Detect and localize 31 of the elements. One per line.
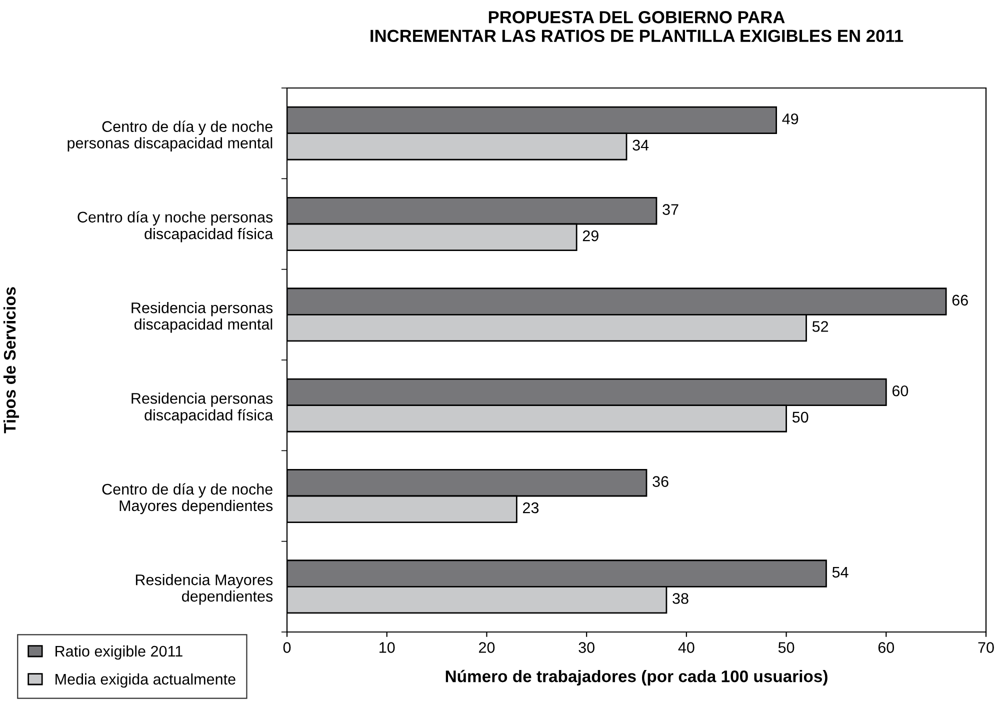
data-label: 52 (812, 321, 828, 332)
x-tick-label: 40 (678, 642, 694, 653)
y-tick-label: Centro día y noche personas discapacidad física (78, 211, 274, 242)
data-label: 49 (782, 113, 798, 124)
y-tick-label: Centro de día y de noche Mayores dependientes (102, 483, 273, 514)
x-tick-label: 50 (778, 642, 794, 653)
data-label: 60 (892, 385, 908, 396)
x-tick-label: 20 (478, 642, 495, 653)
x-tick-label: 60 (878, 642, 894, 653)
data-label: 36 (652, 476, 668, 487)
data-label: 29 (582, 230, 598, 242)
y-tick-label: Centro de día y de noche personas discapacidad mental (68, 120, 272, 152)
x-tick-label: 0 (283, 642, 291, 653)
data-label: 50 (792, 412, 808, 423)
data-label: 37 (662, 204, 678, 215)
data-label: 66 (952, 294, 968, 306)
y-tick-label: Residencia personas discapacidad física (132, 392, 274, 424)
data-label: 23 (522, 502, 539, 514)
y-axis-title: Tipos de Servicios (3, 287, 19, 434)
chart-title: PROPUESTA DEL GOBIERNO PARA INCREMENTAR LAS RATIOS DE PLANTILLA EXIGIBLES EN 2011 (370, 11, 904, 42)
legend-label: Ratio exigible 2011 (56, 645, 182, 660)
data-label: 38 (672, 593, 688, 604)
x-axis-title: Número de trabajadores (por cada 100 usuarios) (446, 670, 828, 686)
x-tick-label: 70 (978, 642, 994, 653)
y-tick-label: Residencia personas discapacidad mental (132, 302, 273, 333)
data-label: 54 (832, 566, 848, 578)
x-tick-label: 30 (578, 642, 594, 653)
data-label: 34 (632, 140, 649, 151)
legend-label: Media exigida actualmente (56, 673, 236, 688)
y-tick-label: Residencia Mayores dependientes (136, 574, 273, 605)
x-tick-label: 10 (380, 642, 395, 653)
